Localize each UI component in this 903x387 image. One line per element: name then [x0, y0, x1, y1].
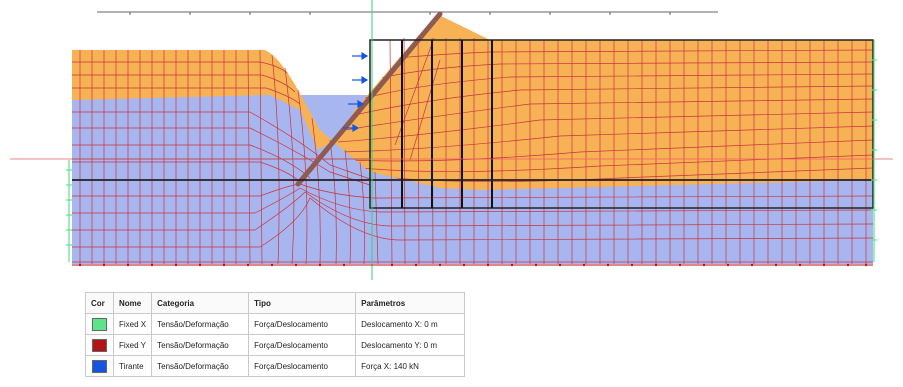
- row-category: Tensão/Deformação: [151, 334, 250, 356]
- excavation-outline: [369, 39, 874, 209]
- header-parametros: Parâmetros: [355, 292, 466, 314]
- finite-element-mesh: [72, 38, 873, 264]
- row-category: Tensão/Deformação: [151, 355, 250, 377]
- row-name: Fixed Y: [112, 334, 153, 356]
- retaining-wall: [295, 11, 443, 187]
- header-tipo: Tipo: [248, 292, 357, 314]
- row-name: Fixed X: [112, 313, 153, 335]
- tirante-force-arrows: [343, 51, 369, 133]
- color-swatch-fixed-x: [92, 317, 107, 331]
- row-params: Deslocamento X: 0 m: [355, 313, 466, 335]
- color-swatch-tirante: [92, 359, 107, 373]
- deformed-mesh-view: [10, 0, 893, 280]
- boundary-conditions-table: Cor Nome Categoria Tipo Parâmetros Fixed…: [85, 292, 466, 377]
- row-type: Força/Deslocamento: [248, 334, 357, 356]
- header-cor: Cor: [85, 292, 114, 314]
- row-type: Força/Deslocamento: [248, 313, 357, 335]
- row-name: Tirante: [112, 355, 153, 377]
- top-scale-ruler: [97, 11, 718, 15]
- color-swatch-fixed-y: [92, 338, 107, 352]
- table-header-row: Cor Nome Categoria Tipo Parâmetros: [85, 292, 466, 314]
- row-category: Tensão/Deformação: [151, 313, 250, 335]
- table-row: Tirante Tensão/Deformação Força/Deslocam…: [85, 355, 466, 377]
- header-nome: Nome: [112, 292, 153, 314]
- header-categoria: Categoria: [151, 292, 250, 314]
- row-type: Força/Deslocamento: [248, 355, 357, 377]
- fixed-y-bottom-ticks: [78, 263, 868, 267]
- fixed-x-right-markers: [871, 40, 877, 262]
- row-params: Força X: 140 kN: [355, 355, 466, 377]
- fixed-x-left-markers: [66, 160, 72, 262]
- table-row: Fixed X Tensão/Deformação Força/Deslocam…: [85, 313, 466, 335]
- table-row: Fixed Y Tensão/Deformação Força/Deslocam…: [85, 334, 466, 356]
- row-params: Deslocamento Y: 0 m: [355, 334, 466, 356]
